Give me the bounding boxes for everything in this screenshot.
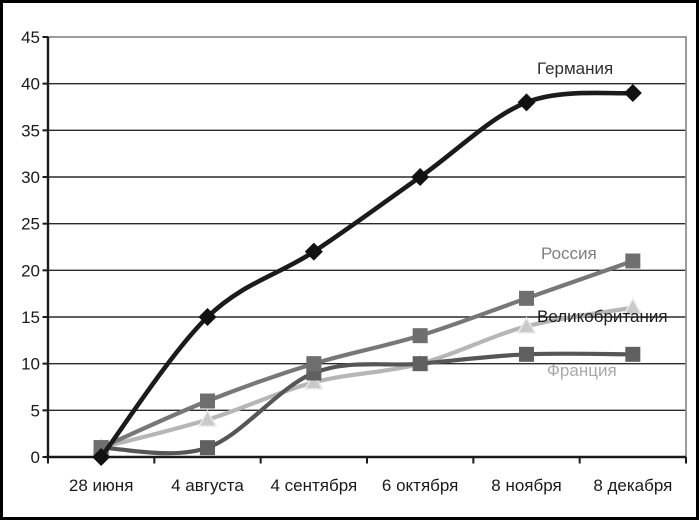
marker-uk-5 (623, 297, 643, 315)
marker-uk-1 (197, 409, 218, 427)
series-line-russia (99, 258, 635, 450)
marker-germany-2 (304, 242, 323, 261)
marker-uk-4 (516, 316, 537, 334)
marker-france-3 (412, 356, 428, 372)
y-tick-label: 45 (21, 28, 40, 47)
series-lines (91, 84, 643, 466)
y-tick-label: 25 (21, 215, 40, 234)
marker-russia-1 (200, 393, 215, 409)
axes (42, 36, 687, 464)
marker-germany-4 (517, 93, 536, 112)
series-labels: Великобритания Франция Россия Германия (537, 59, 668, 380)
marker-uk-2 (304, 372, 324, 390)
y-tick-label: 35 (21, 121, 40, 140)
x-tick-label: 8 декабря (593, 476, 672, 495)
marker-russia-4 (519, 290, 534, 306)
marker-germany-3 (411, 168, 430, 186)
series-label-germany: Германия (537, 59, 613, 78)
y-tick-label: 20 (21, 261, 40, 280)
marker-russia-2 (306, 356, 322, 372)
series-label-russia: Россия (541, 244, 597, 263)
y-tick-label: 40 (21, 75, 40, 94)
marker-germany-0 (92, 448, 111, 466)
series-label-uk: Великобритания (537, 307, 668, 326)
x-tick-label: 8 ноября (491, 476, 561, 495)
marker-germany-1 (198, 308, 217, 326)
marker-germany-5 (623, 84, 642, 102)
series-russia (93, 253, 641, 456)
marker-france-5 (625, 346, 641, 362)
x-tick-label: 4 сентября (270, 476, 357, 495)
marker-france-4 (519, 346, 534, 362)
series-label-france: Франция (547, 361, 617, 380)
y-tick-label: 30 (21, 168, 40, 187)
gridlines (48, 82, 686, 412)
marker-russia-5 (625, 253, 641, 269)
y-tick-label: 15 (21, 308, 40, 327)
x-tick-label: 6 октября (382, 476, 458, 495)
y-tick-label: 0 (31, 448, 40, 467)
x-tick-label: 4 августа (171, 476, 244, 495)
y-tick-label: 5 (31, 401, 40, 420)
series-germany (92, 84, 642, 466)
series-line-france (99, 351, 635, 456)
marker-russia-3 (412, 328, 428, 344)
x-tick-label: 28 июня (69, 476, 133, 495)
y-tick-label: 10 (21, 355, 40, 374)
axis-tick-labels: 0 5 10 15 20 25 30 35 40 45 28 июня 4 августа 4 сент… (21, 28, 672, 495)
series-line-uk (99, 305, 635, 450)
marker-france-1 (200, 440, 215, 456)
